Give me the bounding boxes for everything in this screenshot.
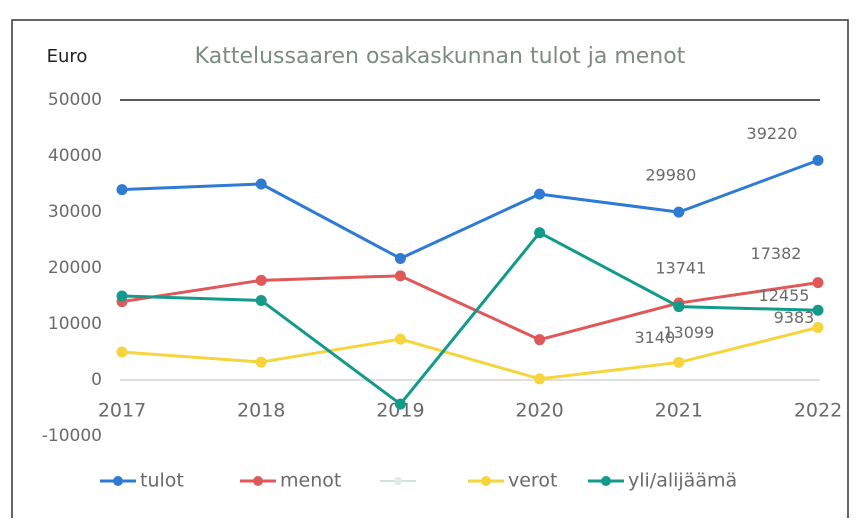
data-point: [812, 321, 824, 333]
legend-dot: [601, 476, 611, 486]
legend-blank-dot: [394, 477, 402, 485]
data-label: 9383: [774, 308, 815, 327]
data-point: [394, 270, 406, 282]
data-point: [394, 398, 406, 410]
data-point: [673, 301, 685, 313]
series-line: [121, 158, 819, 260]
x-tick-label: 2017: [98, 400, 146, 422]
data-point: [116, 346, 128, 358]
data-label: 13099: [663, 323, 714, 342]
chart-frame: [11, 19, 849, 522]
y-tick-label: 40000: [48, 146, 102, 166]
data-label: 29980: [645, 166, 696, 185]
data-point: [255, 178, 267, 190]
data-point: [255, 356, 267, 368]
legend-label: menot: [280, 470, 341, 492]
y-tick-label: -10000: [42, 426, 102, 446]
data-point: [534, 227, 546, 239]
y-tick-label: 50000: [48, 90, 102, 110]
data-label: 39220: [747, 124, 798, 143]
data-label: 13741: [655, 259, 706, 278]
data-point: [394, 252, 406, 264]
data-point: [255, 274, 267, 286]
y-tick-label: 20000: [48, 258, 102, 278]
data-label: 17382: [751, 244, 802, 263]
y-tick-label: 10000: [48, 314, 102, 334]
data-point: [116, 290, 128, 302]
data-point: [673, 356, 685, 368]
y-tick-label: 30000: [48, 202, 102, 222]
chart-title: Kattelussaaren osakaskunnan tulot ja men…: [195, 44, 686, 69]
data-point: [812, 154, 824, 166]
series-line: [121, 274, 819, 342]
series-line: [121, 231, 819, 406]
data-label: 12455: [759, 286, 810, 305]
legend-dot: [113, 476, 123, 486]
data-point: [812, 304, 824, 316]
y-tick-label: 0: [91, 370, 102, 390]
legend-label: tulot: [140, 470, 184, 492]
data-point: [534, 188, 546, 200]
y-axis-label: Euro: [47, 46, 88, 67]
data-point: [534, 373, 546, 385]
data-point: [394, 333, 406, 345]
legend-label: yli/alijäämä: [628, 470, 737, 492]
x-tick-label: 2018: [237, 400, 285, 422]
data-point: [534, 334, 546, 346]
legend-blank: [380, 477, 416, 485]
series-line: [121, 326, 819, 381]
x-tick-label: 2020: [515, 400, 563, 422]
legend-dot: [481, 476, 491, 486]
data-point: [255, 294, 267, 306]
data-point: [812, 277, 824, 289]
legend-dot: [253, 476, 263, 486]
data-point: [116, 184, 128, 196]
data-point: [673, 206, 685, 218]
x-tick-label: 2021: [655, 400, 703, 422]
data-label: 3140: [634, 328, 675, 347]
legend-label: verot: [508, 470, 557, 492]
x-tick-label: 2019: [376, 400, 424, 422]
x-tick-label: 2022: [794, 400, 842, 422]
